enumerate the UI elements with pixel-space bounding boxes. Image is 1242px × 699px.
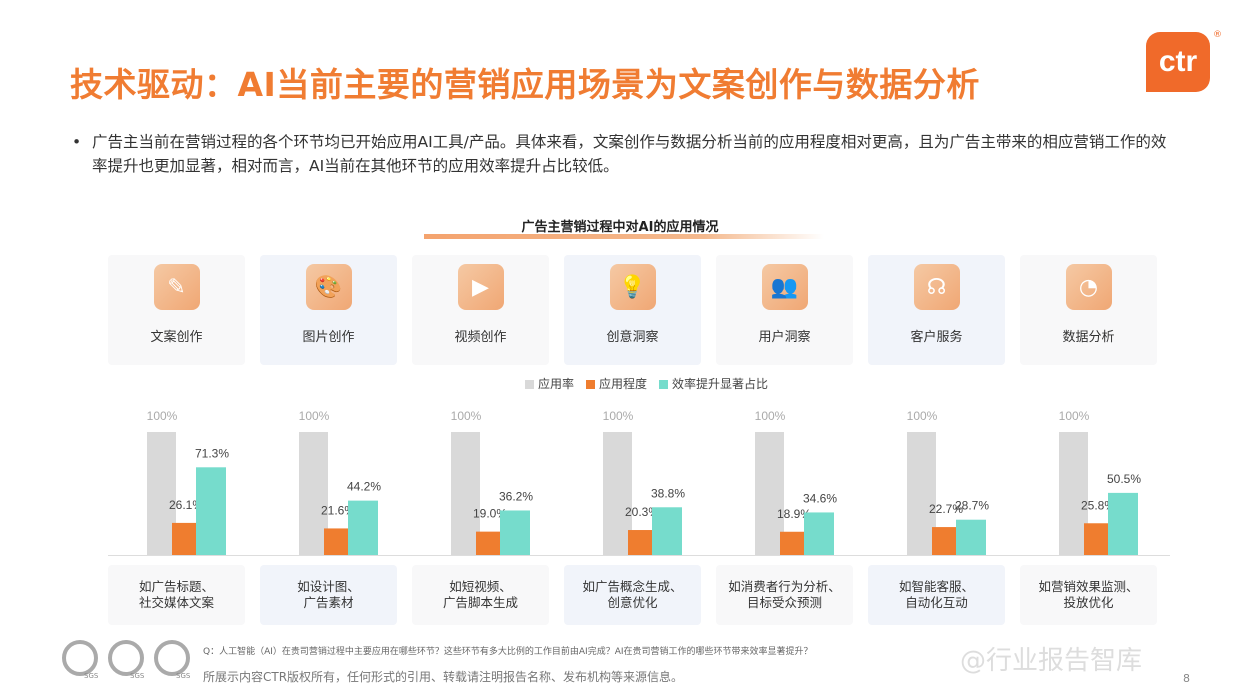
category-example: 如营销效果监测、 投放优化 bbox=[1020, 565, 1157, 625]
legend-item: 应用程度 bbox=[586, 375, 647, 392]
data-label: 100% bbox=[1059, 409, 1090, 423]
legend: 应用率 应用程度 效率提升显著占比 bbox=[525, 375, 768, 392]
legend-item: 效率提升显著占比 bbox=[659, 375, 768, 392]
sgs-label: SGS bbox=[130, 672, 145, 680]
data-label: 21.6% bbox=[321, 503, 355, 517]
bar-efficiency bbox=[1108, 492, 1138, 555]
summary-bullet: 广告主当前在营销过程的各个环节均已开始应用AI工具/产品。具体来看，文案创作与数… bbox=[70, 130, 1170, 178]
bar-rate bbox=[299, 432, 328, 555]
category-label: 文案创作 bbox=[150, 330, 203, 345]
category-label: 图片创作 bbox=[302, 330, 355, 345]
data-label: 100% bbox=[451, 409, 482, 423]
legend-swatch bbox=[586, 380, 596, 389]
legend-label: 应用程度 bbox=[599, 377, 648, 391]
ctr-logo: ctr bbox=[1146, 32, 1210, 92]
bar-efficiency bbox=[196, 467, 226, 555]
bar-degree bbox=[172, 522, 196, 555]
x-axis bbox=[108, 555, 1170, 556]
category-card: ☊ 客户服务 bbox=[868, 255, 1005, 365]
data-label: 26.1% bbox=[169, 498, 203, 512]
bar-degree bbox=[476, 531, 500, 555]
category-example: 如智能客服、 自动化互动 bbox=[868, 565, 1005, 625]
data-label: 100% bbox=[299, 409, 330, 423]
category-label: 视频创作 bbox=[454, 330, 507, 345]
bar-rate bbox=[755, 432, 784, 555]
users-icon: 👥 bbox=[761, 264, 808, 310]
data-label: 100% bbox=[603, 409, 634, 423]
data-label: 50.5% bbox=[1107, 472, 1141, 486]
data-label: 36.2% bbox=[499, 489, 533, 503]
category-card: ▶ 视频创作 bbox=[412, 255, 549, 365]
data-label: 28.7% bbox=[955, 499, 989, 513]
data-label: 22.7% bbox=[929, 502, 963, 516]
category-example: 如设计图、 广告素材 bbox=[260, 565, 397, 625]
bar-degree bbox=[1084, 523, 1108, 555]
title-underline bbox=[424, 234, 824, 239]
data-label: 44.2% bbox=[347, 480, 381, 494]
legend-swatch bbox=[525, 380, 534, 389]
sgs-label: SGS bbox=[84, 672, 99, 680]
bar-efficiency bbox=[500, 510, 530, 555]
data-label: 71.3% bbox=[195, 446, 229, 460]
category-card: 🎨 图片创作 bbox=[260, 255, 397, 365]
legend-label: 应用率 bbox=[538, 377, 575, 391]
data-label: 19.0% bbox=[473, 507, 507, 521]
data-label: 100% bbox=[907, 409, 938, 423]
page-number: 8 bbox=[1183, 672, 1190, 685]
data-label: 34.6% bbox=[803, 491, 837, 505]
category-example: 如广告标题、 社交媒体文案 bbox=[108, 565, 245, 625]
bar-degree bbox=[628, 530, 652, 555]
category-label: 用户洞察 bbox=[758, 330, 811, 345]
headset-agent-icon: ☊ bbox=[913, 264, 960, 310]
bar-rate bbox=[147, 432, 176, 555]
sgs-label: SGS bbox=[176, 672, 191, 680]
category-card: 💡 创意洞察 bbox=[564, 255, 701, 365]
sgs-seal-icon bbox=[154, 640, 190, 676]
data-label: 18.9% bbox=[777, 507, 811, 521]
registered-mark: ® bbox=[1213, 30, 1222, 40]
bar-degree bbox=[932, 527, 956, 555]
bar-rate bbox=[603, 432, 632, 555]
palette-icon: 🎨 bbox=[305, 264, 352, 310]
page-title: 技术驱动：AI当前主要的营销应用场景为文案创作与数据分析 bbox=[70, 65, 980, 104]
category-example: 如广告概念生成、 创意优化 bbox=[564, 565, 701, 625]
copyright-note: 所展示内容CTR版权所有，任何形式的引用、转载请注明报告名称、发布机构等来源信息… bbox=[203, 670, 684, 684]
chart-title: 广告主营销过程中对AI的应用情况 bbox=[521, 220, 719, 235]
watermark: @行业报告智库 bbox=[960, 646, 1143, 676]
video-play-icon: ▶ bbox=[457, 264, 504, 310]
category-card: 👥 用户洞察 bbox=[716, 255, 853, 365]
lightbulb-head-icon: 💡 bbox=[609, 264, 656, 310]
bar-rate bbox=[907, 432, 936, 555]
sgs-seal-icon bbox=[62, 640, 98, 676]
document-pen-icon: ✎ bbox=[153, 264, 200, 310]
legend-item: 应用率 bbox=[525, 375, 574, 392]
bar-rate bbox=[451, 432, 480, 555]
data-label: 25.8% bbox=[1081, 498, 1115, 512]
data-label: 38.8% bbox=[651, 486, 685, 500]
bar-efficiency bbox=[348, 500, 378, 555]
sgs-seal-icon bbox=[108, 640, 144, 676]
bar-rate bbox=[1059, 432, 1088, 555]
data-label: 100% bbox=[147, 409, 178, 423]
category-label: 客户服务 bbox=[910, 330, 963, 345]
bar-degree bbox=[780, 531, 804, 555]
bar-degree bbox=[324, 528, 348, 555]
legend-label: 效率提升显著占比 bbox=[672, 377, 769, 391]
data-label: 100% bbox=[755, 409, 786, 423]
bar-efficiency bbox=[804, 512, 834, 555]
category-card: ◔ 数据分析 bbox=[1020, 255, 1157, 365]
survey-question: Q：人工智能（AI）在贵司营销过程中主要应用在哪些环节？这些环节有多大比例的工作… bbox=[203, 647, 813, 657]
category-card: ✎ 文案创作 bbox=[108, 255, 245, 365]
bar-efficiency bbox=[956, 519, 986, 555]
legend-swatch bbox=[659, 380, 669, 389]
category-label: 数据分析 bbox=[1062, 330, 1115, 345]
data-label: 20.3% bbox=[625, 505, 659, 519]
category-example: 如消费者行为分析、 目标受众预测 bbox=[716, 565, 853, 625]
category-label: 创意洞察 bbox=[606, 330, 659, 345]
chart-dashboard-icon: ◔ bbox=[1065, 264, 1112, 310]
category-example: 如短视频、 广告脚本生成 bbox=[412, 565, 549, 625]
bar-efficiency bbox=[652, 507, 682, 555]
